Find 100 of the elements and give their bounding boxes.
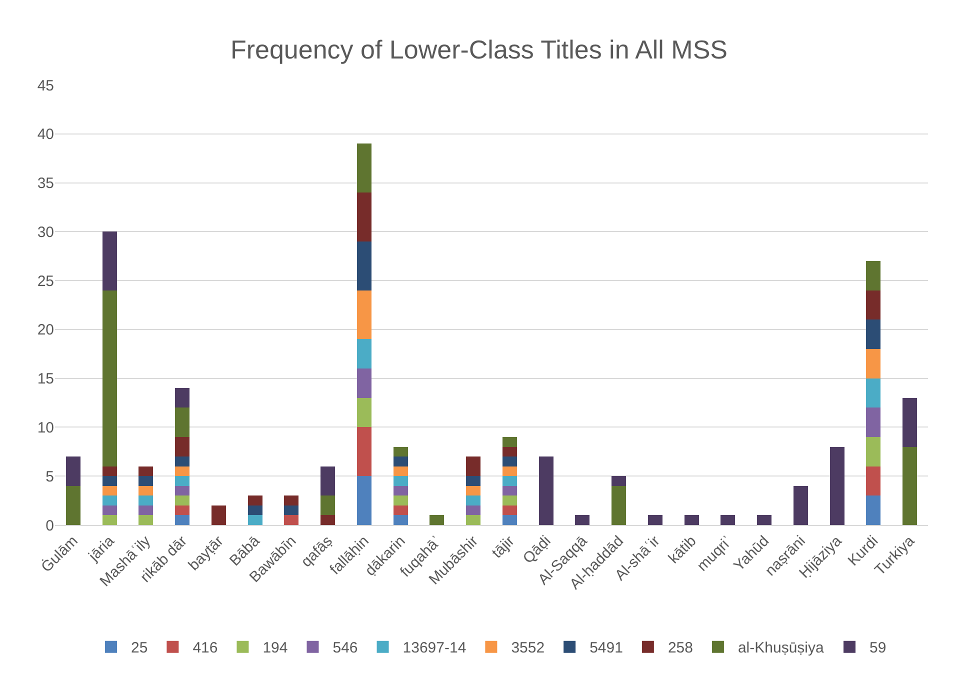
bar [138, 496, 154, 506]
bar [866, 496, 881, 525]
bar [175, 456, 190, 466]
bar [356, 368, 372, 398]
bar [356, 398, 372, 428]
bar [466, 505, 481, 516]
bar [138, 515, 154, 525]
bar [356, 290, 372, 340]
bar [356, 241, 372, 290]
y-tick-label: 30 [37, 224, 54, 241]
bar [248, 515, 262, 525]
bar [612, 476, 626, 486]
bar [102, 476, 117, 486]
legend-label: 25 [131, 640, 148, 657]
bar [612, 486, 626, 525]
bar [466, 496, 481, 506]
y-tick-label: 20 [37, 322, 54, 339]
bar [138, 486, 154, 496]
bar [502, 486, 517, 496]
bar [502, 446, 517, 457]
bar [393, 486, 408, 496]
bar [866, 290, 881, 320]
bar [502, 456, 517, 466]
bar [466, 515, 481, 525]
chart-title: Frequency of Lower-Class Titles in All MSS [230, 34, 728, 65]
bar [284, 515, 299, 525]
bar [102, 505, 117, 516]
bar [356, 339, 372, 369]
bar [538, 456, 554, 525]
bar [866, 408, 881, 437]
bar [866, 320, 881, 349]
bar [393, 466, 408, 476]
bar [575, 515, 590, 525]
bar [175, 388, 190, 408]
bar [175, 505, 190, 516]
bar [502, 505, 517, 516]
bar [138, 476, 154, 486]
bar [830, 446, 844, 525]
bar [720, 515, 736, 525]
bar [866, 466, 881, 496]
bar [502, 466, 517, 476]
legend-label: 258 [668, 640, 693, 657]
bar [320, 515, 336, 525]
bar [466, 456, 481, 476]
bar [138, 505, 154, 516]
legend-label: 546 [332, 640, 358, 657]
bar [502, 496, 517, 506]
bar [102, 466, 117, 476]
bar [66, 456, 80, 486]
bar [684, 515, 699, 525]
bar [138, 466, 154, 476]
bar [248, 505, 262, 516]
bar [502, 476, 517, 486]
bar [211, 505, 226, 525]
legend-label: 5491 [590, 640, 623, 657]
bar [356, 192, 372, 242]
bar [393, 476, 408, 486]
bar [866, 437, 881, 466]
bar [902, 446, 918, 525]
bar [175, 486, 190, 496]
legend-label: 194 [262, 640, 288, 657]
bar [66, 486, 80, 525]
y-tick-label: 35 [37, 175, 54, 192]
bar [757, 515, 772, 525]
legend-label: al-Khuṣūṣiya [738, 640, 825, 657]
bar [356, 427, 372, 476]
bar [175, 515, 190, 525]
legend-label: 416 [192, 640, 218, 657]
bar [356, 476, 372, 525]
bar [466, 476, 481, 486]
legend-label: 13697-14 [402, 640, 466, 657]
bar [502, 515, 517, 525]
bar [284, 505, 299, 516]
y-tick-label: 40 [37, 126, 54, 144]
bar [393, 515, 408, 525]
y-tick-label: 15 [37, 370, 54, 388]
bar [175, 408, 190, 437]
legend-label: 59 [870, 640, 886, 657]
y-tick-label: 25 [37, 272, 54, 290]
bar [102, 496, 117, 506]
bar [175, 437, 190, 457]
bar [393, 456, 408, 466]
bar [866, 349, 881, 378]
bar [102, 290, 117, 466]
bar [320, 466, 336, 496]
bar [648, 515, 662, 525]
bar [793, 486, 808, 525]
bar [175, 476, 190, 486]
y-tick-label: 45 [37, 77, 54, 94]
bar [393, 446, 408, 457]
bar [320, 496, 336, 516]
bar [866, 378, 881, 408]
bar [866, 261, 881, 290]
bar [902, 398, 918, 447]
bar [175, 466, 190, 476]
y-tick-label: 5 [46, 468, 54, 486]
bar [393, 505, 408, 516]
bar [430, 515, 444, 525]
bar [393, 496, 408, 506]
bar [102, 232, 117, 290]
